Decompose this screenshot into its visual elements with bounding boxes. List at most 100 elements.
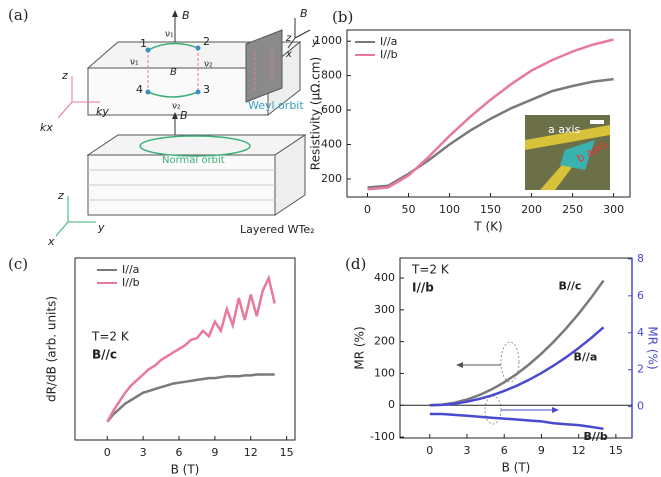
arrow-head — [172, 112, 178, 119]
axis-label: z — [57, 189, 64, 202]
y-tick-label: 300 — [374, 303, 395, 316]
x-tick-label: 15 — [609, 444, 623, 457]
b-label: B — [182, 9, 190, 22]
axis-label: ky — [96, 105, 109, 118]
plot-frame — [74, 257, 296, 441]
series-label: B//c — [558, 280, 581, 293]
y-tick-label: -100 — [370, 430, 395, 443]
x-tick-label: 0 — [426, 444, 433, 457]
normal-orbit-label: Normal orbit — [162, 155, 225, 166]
node-label: 4 — [136, 83, 143, 96]
guide-ellipse — [484, 395, 502, 425]
y-tick-label: 200 — [321, 172, 342, 185]
legend-label: I//a — [122, 263, 139, 276]
slab-side — [274, 134, 306, 216]
y-tick-label: 400 — [374, 271, 395, 284]
x-tick-label: 6 — [176, 446, 183, 459]
axis-label: x — [47, 235, 55, 248]
series-line — [106, 274, 276, 423]
series-label: B//a — [573, 350, 597, 363]
annotation: I//b — [412, 281, 434, 295]
plot-frame — [346, 29, 631, 198]
x-axis-label: B (T) — [171, 463, 200, 477]
flake — [560, 140, 595, 170]
x-tick-label: 200 — [521, 203, 542, 216]
velocity: ν₂ — [204, 60, 213, 70]
node-label: 2 — [203, 35, 210, 48]
velocity: ν₂ — [172, 102, 181, 112]
y-axis-label: Resistivity (μΩ.cm) — [309, 57, 323, 170]
panel-label: (c) — [8, 255, 28, 273]
x-tick-label: 250 — [562, 203, 583, 216]
guide-ellipse — [500, 341, 520, 383]
series-line — [106, 373, 275, 423]
node — [145, 89, 151, 95]
orbit-arc — [147, 91, 199, 98]
y-tick-label: 100 — [374, 366, 395, 379]
series-line — [429, 412, 604, 431]
y-tick-label: 0 — [388, 398, 395, 411]
y-tick-label: 1000 — [314, 34, 342, 47]
y2-tick-label: 4 — [637, 326, 644, 339]
x-tick-label: 50 — [402, 203, 416, 216]
annotation: B//c — [92, 348, 117, 362]
panel-label: (d) — [345, 255, 366, 273]
x-tick-label: 300 — [603, 203, 624, 216]
x-tick-label: 6 — [501, 444, 508, 457]
axis-label: z — [285, 33, 292, 44]
axis-line — [55, 221, 69, 237]
annotation: T=2 K — [91, 330, 130, 344]
arrow-head — [456, 362, 463, 368]
y2-axis-label: MR (%) — [646, 326, 660, 369]
annotation: a axis — [548, 123, 581, 136]
d-guides — [456, 341, 559, 425]
x-tick-label: 15 — [280, 446, 294, 459]
y-axis-label: MR (%) — [353, 326, 367, 369]
series-line — [429, 326, 605, 407]
x-tick-label: 12 — [572, 444, 586, 457]
axis-label: y — [311, 37, 319, 48]
scale-bar — [590, 120, 604, 124]
panel-a: (a) B 1 2 3 4 ν₁ ν₁ ν₂ ν₂ B B z y x Weyl — [8, 6, 319, 248]
axis-label: z — [61, 69, 68, 82]
velocity: ν₁ — [130, 58, 139, 68]
electrode — [525, 125, 610, 150]
node — [195, 45, 201, 51]
legend-label: I//b — [380, 48, 398, 61]
slab-side — [267, 40, 301, 117]
node — [195, 89, 201, 95]
normal-orbit — [139, 135, 251, 157]
b-label: B — [170, 67, 177, 78]
y-tick-label: 400 — [321, 137, 342, 150]
y-axis-label: dR/dB (arb. units) — [45, 296, 59, 402]
series-line — [429, 279, 605, 407]
arrow-head — [172, 10, 178, 17]
b-label: B — [180, 109, 188, 122]
y2-tick-label: 6 — [637, 289, 644, 302]
axis-label: y — [97, 221, 105, 234]
x-tick-label: 3 — [463, 444, 470, 457]
slab-top — [86, 134, 307, 156]
legend-label: I//b — [122, 276, 140, 289]
y2-tick-label: 8 — [637, 252, 644, 265]
panel-label: (b) — [332, 8, 353, 26]
axis-line — [294, 29, 311, 39]
panel-label: (a) — [8, 6, 29, 24]
node-label: 1 — [140, 37, 147, 50]
x-tick-label: 9 — [211, 446, 218, 459]
weyl-orbit-label: Weyl orbit — [248, 99, 304, 112]
series-label: B//b — [583, 430, 607, 443]
annotation: T=2 K — [411, 263, 450, 277]
x-axis-label: B (T) — [502, 461, 531, 475]
axis-label: kx — [40, 121, 53, 134]
axis-label: x — [285, 49, 292, 60]
y2-tick-label: 2 — [637, 363, 644, 376]
axis-line — [287, 37, 296, 49]
node-label: 3 — [203, 83, 210, 96]
y-tick-label: 800 — [321, 69, 342, 82]
x-tick-label: 3 — [140, 446, 147, 459]
series-line — [367, 38, 614, 191]
x-axis-label: T (K) — [473, 220, 502, 234]
axis-line — [57, 101, 73, 119]
